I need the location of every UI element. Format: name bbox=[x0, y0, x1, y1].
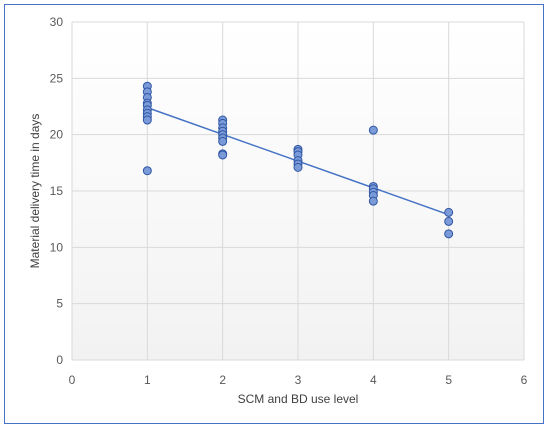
y-tick-label: 30 bbox=[50, 15, 64, 29]
data-point bbox=[142, 166, 152, 176]
data-point bbox=[444, 229, 454, 239]
data-point bbox=[293, 162, 303, 172]
x-tick-label: 2 bbox=[219, 373, 226, 387]
x-tick-label: 4 bbox=[370, 373, 377, 387]
y-tick-label: 25 bbox=[50, 71, 64, 85]
y-tick-label: 10 bbox=[50, 240, 64, 254]
data-point bbox=[368, 125, 378, 135]
data-point bbox=[368, 196, 378, 206]
x-tick-label: 6 bbox=[521, 373, 528, 387]
data-point bbox=[142, 115, 152, 125]
y-tick-label: 20 bbox=[50, 128, 64, 142]
data-points bbox=[142, 81, 454, 239]
y-axis-title: Material delivery time in days bbox=[28, 114, 42, 269]
data-point bbox=[218, 136, 228, 146]
y-tick-label: 5 bbox=[56, 297, 63, 311]
x-tick-label: 5 bbox=[445, 373, 452, 387]
data-point bbox=[218, 150, 228, 160]
data-point bbox=[444, 207, 454, 217]
x-tick-label: 3 bbox=[295, 373, 302, 387]
gridlines bbox=[71, 21, 525, 361]
y-tick-label: 15 bbox=[50, 184, 64, 198]
tick-labels: 0 5 10 15 20 25 30 0 1 2 3 4 5 6 bbox=[50, 15, 528, 387]
y-tick-label: 0 bbox=[56, 353, 63, 367]
x-tick-label: 1 bbox=[144, 373, 151, 387]
x-tick-label: 0 bbox=[69, 373, 76, 387]
x-axis-title: SCM and BD use level bbox=[238, 392, 359, 406]
data-point bbox=[444, 216, 454, 226]
